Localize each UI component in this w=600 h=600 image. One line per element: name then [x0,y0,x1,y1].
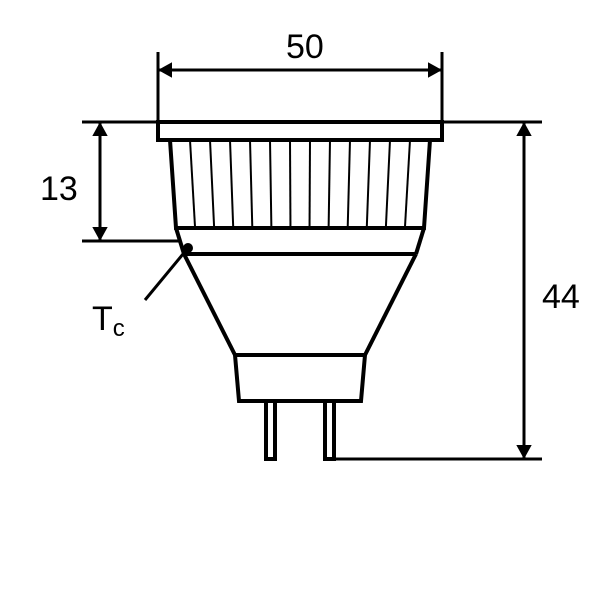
dim-width-label: 50 [286,28,324,67]
dim-height-label: 44 [542,278,580,317]
tc-label-main: T [92,300,113,338]
tc-label: Tc [92,300,125,339]
dim-tc-offset-label: 13 [40,170,78,209]
lamp-dimension-drawing [0,0,600,600]
tc-label-sub: c [113,315,125,342]
